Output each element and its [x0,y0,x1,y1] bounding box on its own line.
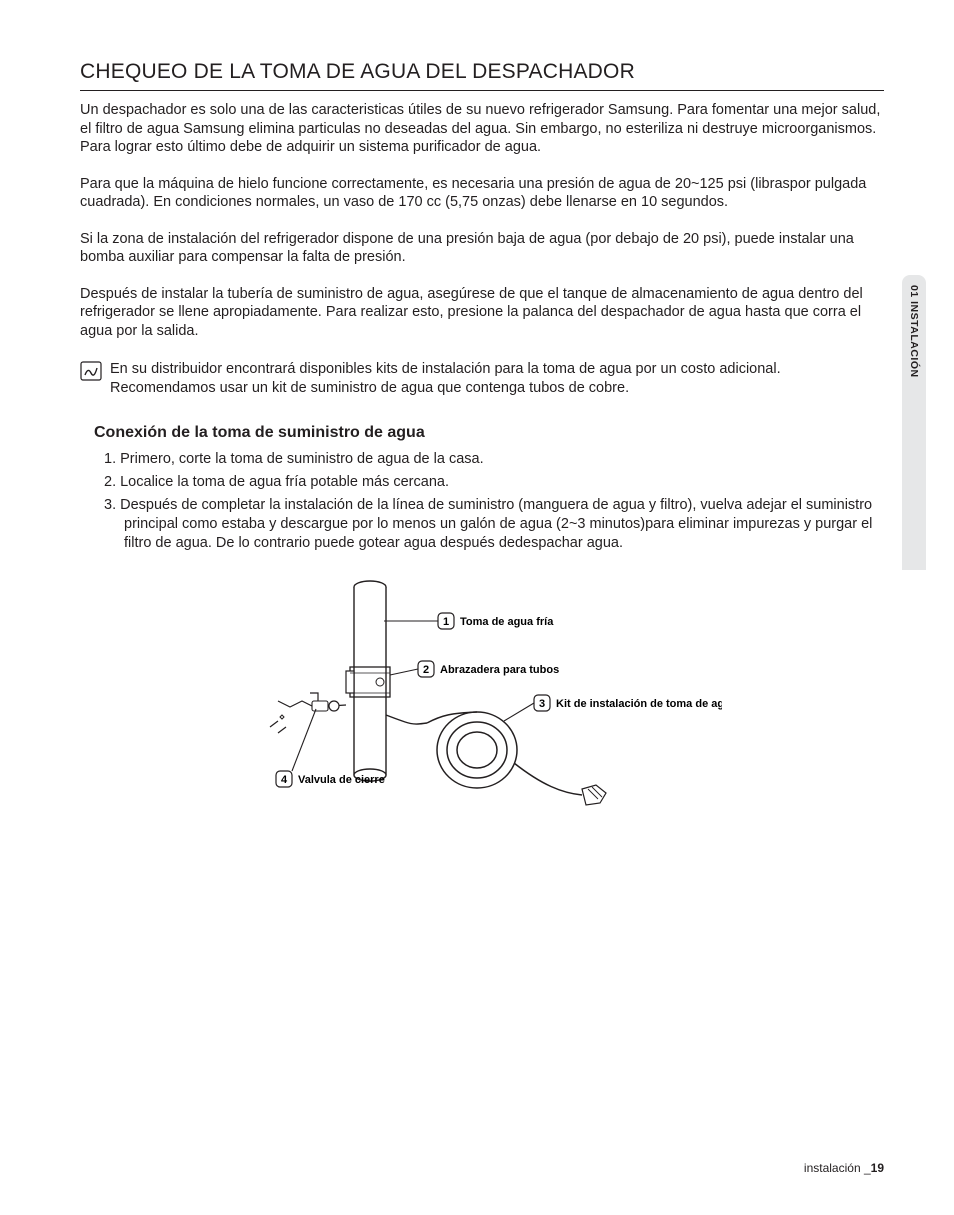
footer-section: instalación _ [804,1161,871,1175]
paragraph-4: Después de instalar la tubería de sumini… [80,285,884,341]
main-heading: CHEQUEO DE LA TOMA DE AGUA DEL DESPACHAD… [80,60,884,91]
note-text: En su distribuidor encontrará disponible… [110,360,884,397]
step-3: 3. Después de completar la instalación d… [104,496,884,553]
footer-page-number: 19 [871,1161,884,1175]
section-tab: 01 INSTALACIÓN [902,275,926,570]
paragraph-2: Para que la máquina de hielo funcione co… [80,175,884,212]
step-2: 2. Localice la toma de agua fría potable… [104,473,884,492]
callout-2-num: 2 [423,664,429,676]
note-block: En su distribuidor encontrará disponible… [80,360,884,397]
callout-3-label: Kit de instalación de toma de agua [556,698,722,710]
installation-diagram: 1 Toma de agua fría 2 Abrazadera para tu… [242,575,722,835]
callout-2-label: Abrazadera para tubos [440,664,559,676]
page-footer: instalación _19 [804,1161,884,1175]
sub-heading: Conexión de la toma de suministro de agu… [94,424,884,442]
diagram-container: 1 Toma de agua fría 2 Abrazadera para tu… [80,575,884,835]
callout-4-num: 4 [281,774,288,786]
section-tab-label: 01 INSTALACIÓN [908,285,920,378]
step-1: 1. Primero, corte la toma de suministro … [104,450,884,469]
callout-4-label: Valvula de cierre [298,774,385,786]
steps-list: 1. Primero, corte la toma de suministro … [104,450,884,554]
page-container: CHEQUEO DE LA TOMA DE AGUA DEL DESPACHAD… [0,0,954,875]
note-icon [80,361,102,386]
paragraph-1: Un despachador es solo una de las caract… [80,101,884,157]
paragraph-3: Si la zona de instalación del refrigerad… [80,230,884,267]
callout-1-num: 1 [443,616,449,628]
callout-3-num: 3 [539,698,545,710]
callout-1-label: Toma de agua fría [460,616,554,628]
